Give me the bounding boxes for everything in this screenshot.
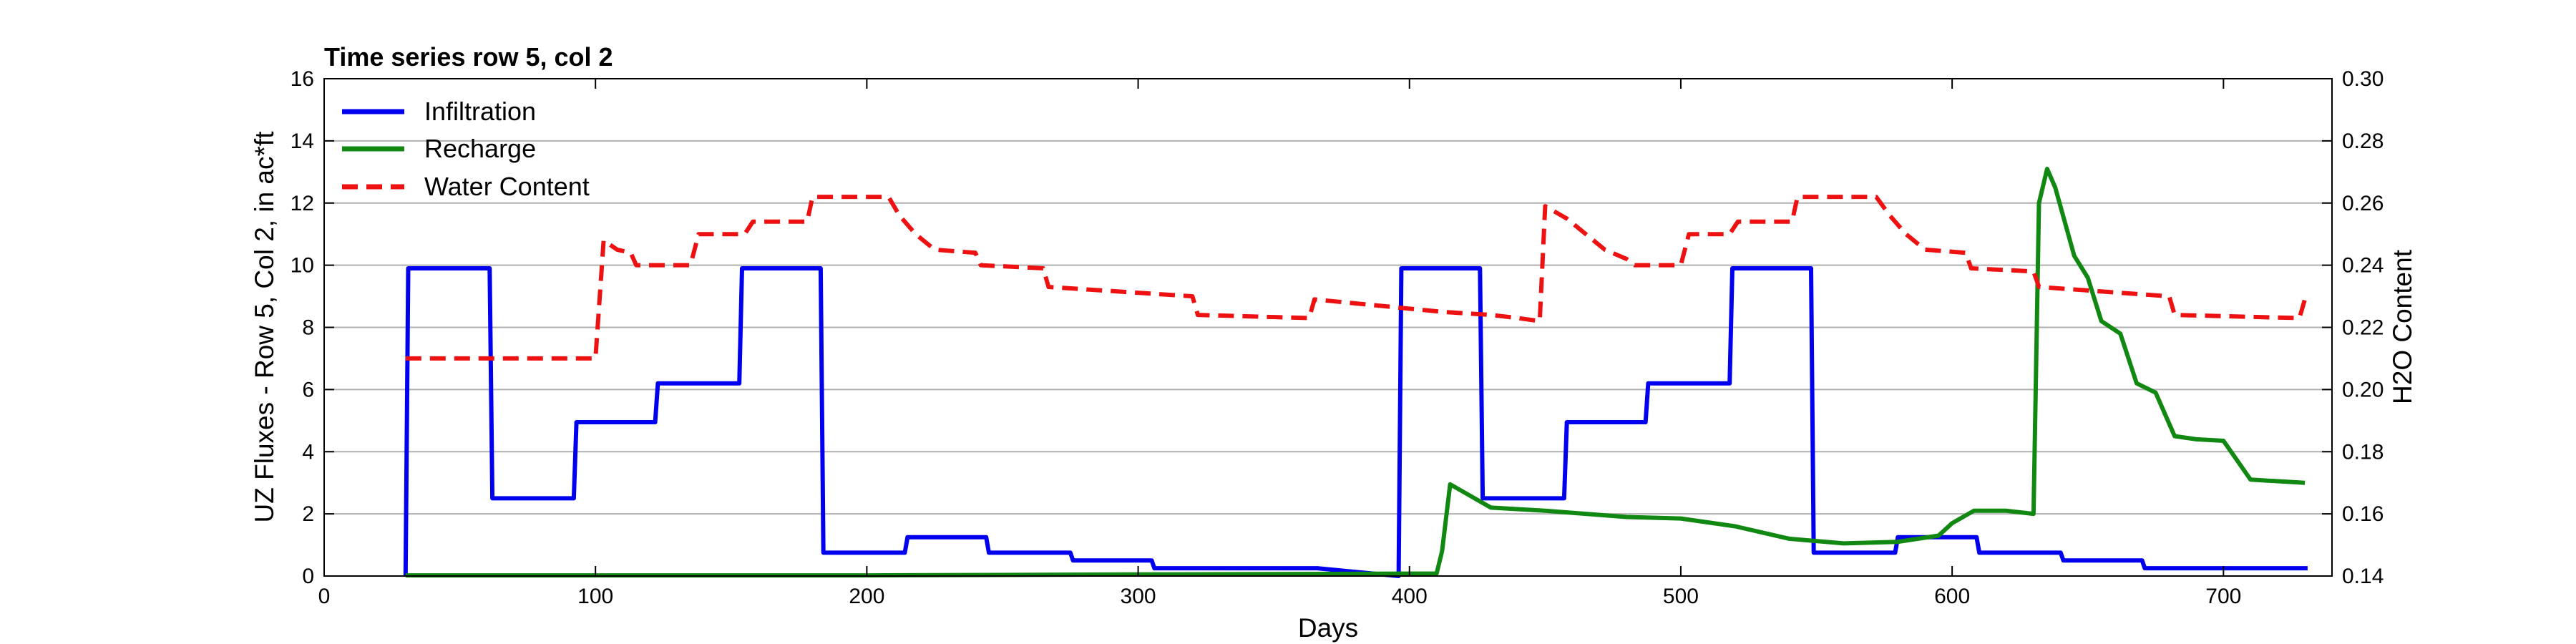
y-tick-label-right: 0.24 (2342, 254, 2384, 278)
y-tick-label-left: 12 (291, 192, 314, 215)
y-tick-label-left: 14 (291, 130, 314, 153)
y-tick-label-left: 2 (302, 502, 314, 526)
x-tick-label: 500 (1663, 585, 1699, 608)
series-line-recharge (405, 167, 2306, 578)
y-tick-label-left: 10 (291, 254, 314, 278)
x-tick-label: 200 (849, 585, 884, 608)
tick-labels: 0 2 4 6 8 10 12 14 16 0.14 0.16 0.18 0.20 0.22 0.24 0.2… (291, 67, 2384, 608)
y-tick-label-right: 0.22 (2342, 316, 2384, 340)
y-axis-label-right: H2O Content (2388, 249, 2417, 404)
series-layer (403, 167, 2308, 578)
y-axis-label-left: UZ Fluxes - Row 5, Col 2, in ac*ft (250, 131, 279, 523)
y-tick-label-right: 0.14 (2342, 565, 2384, 588)
legend: Infiltration Recharge Water Content (342, 97, 590, 201)
legend-label-recharge: Recharge (424, 134, 536, 163)
x-tick-label: 100 (577, 585, 613, 608)
legend-label-infiltration: Infiltration (424, 97, 536, 126)
series-line-water-content (405, 195, 2307, 361)
y-tick-label-left: 0 (302, 565, 314, 588)
y-tick-label-right: 0.26 (2342, 192, 2384, 215)
legend-label-water-content: Water Content (424, 172, 590, 201)
y-tick-label-right: 0.16 (2342, 502, 2384, 526)
y-tick-label-left: 4 (302, 440, 314, 464)
chart-title: Time series row 5, col 2 (324, 42, 613, 72)
x-tick-label: 0 (318, 585, 331, 608)
y-tick-label-right: 0.28 (2342, 130, 2384, 153)
y-tick-label-right: 0.18 (2342, 440, 2384, 464)
x-tick-label: 300 (1121, 585, 1156, 608)
x-tick-label: 600 (1934, 585, 1970, 608)
x-tick-label: 400 (1392, 585, 1428, 608)
y-tick-label-right: 0.20 (2342, 378, 2384, 401)
y-tick-label-right: 0.30 (2342, 67, 2384, 91)
y-tick-label-left: 16 (291, 67, 314, 91)
ticks (323, 78, 2332, 577)
x-tick-label: 700 (2205, 585, 2241, 608)
x-axis-label: Days (1298, 613, 1358, 643)
y-tick-label-left: 8 (302, 316, 314, 340)
y-tick-label-left: 6 (302, 378, 314, 401)
